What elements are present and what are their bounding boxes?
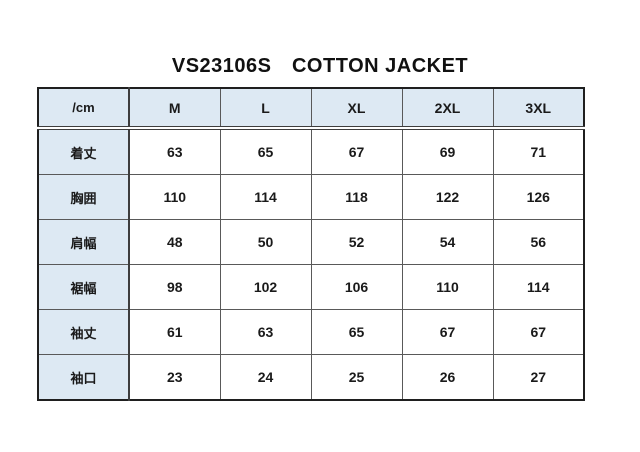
size-cell: 65: [310, 309, 403, 355]
size-cell: 71: [492, 127, 585, 175]
size-cell: 27: [492, 354, 585, 401]
size-cell: 67: [492, 309, 585, 355]
column-header-l: L: [219, 87, 312, 130]
size-cell: 65: [219, 127, 312, 175]
size-cell: 67: [401, 309, 494, 355]
page-title: VS23106S COTTON JACKET: [171, 55, 469, 77]
row-label: 肩幅: [37, 219, 130, 265]
size-cell: 23: [128, 354, 221, 401]
column-header-2xl: 2XL: [401, 87, 494, 130]
size-cell: 25: [310, 354, 403, 401]
size-cell: 24: [219, 354, 312, 401]
size-cell: 56: [492, 219, 585, 265]
size-cell: 61: [128, 309, 221, 355]
row-label: 胸囲: [37, 174, 130, 220]
header-row: /cm M L XL 2XL 3XL: [37, 87, 585, 130]
column-header-3xl: 3XL: [492, 87, 585, 130]
size-cell: 122: [401, 174, 494, 220]
size-cell: 63: [128, 127, 221, 175]
size-cell: 69: [401, 127, 494, 175]
size-cell: 102: [219, 264, 312, 310]
table-row: 胸囲 110 114 118 122 126: [37, 174, 585, 220]
table-row: 裾幅 98 102 106 110 114: [37, 264, 585, 310]
size-cell: 98: [128, 264, 221, 310]
size-cell: 114: [219, 174, 312, 220]
table-row: 袖口 23 24 25 26 27: [37, 354, 585, 401]
table-row: 着丈 63 65 67 69 71: [37, 127, 585, 175]
size-cell: 48: [128, 219, 221, 265]
table-row: 袖丈 61 63 65 67 67: [37, 309, 585, 355]
row-label: 袖丈: [37, 309, 130, 355]
size-cell: 106: [310, 264, 403, 310]
size-cell: 67: [310, 127, 403, 175]
size-cell: 26: [401, 354, 494, 401]
row-label: 袖口: [37, 354, 130, 401]
size-cell: 110: [128, 174, 221, 220]
column-header-m: M: [128, 87, 221, 130]
row-label: 着丈: [37, 127, 130, 175]
unit-header-cell: /cm: [37, 87, 130, 130]
size-cell: 118: [310, 174, 403, 220]
size-cell: 110: [401, 264, 494, 310]
table-row: 肩幅 48 50 52 54 56: [37, 219, 585, 265]
size-cell: 126: [492, 174, 585, 220]
size-cell: 114: [492, 264, 585, 310]
size-chart-table: /cm M L XL 2XL 3XL 着丈 63 65 67 69 71 胸囲 …: [37, 87, 585, 401]
row-label: 裾幅: [37, 264, 130, 310]
size-cell: 63: [219, 309, 312, 355]
size-cell: 50: [219, 219, 312, 265]
size-cell: 52: [310, 219, 403, 265]
size-cell: 54: [401, 219, 494, 265]
column-header-xl: XL: [310, 87, 403, 130]
